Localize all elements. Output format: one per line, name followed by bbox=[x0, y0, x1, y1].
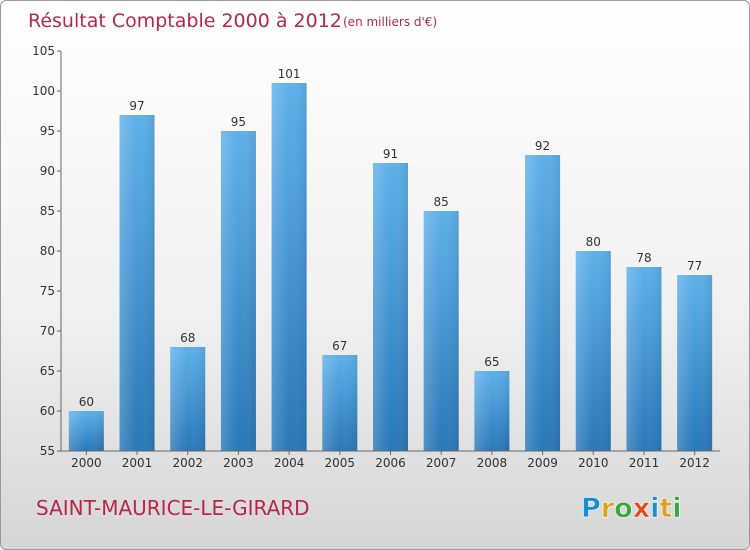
x-tick-label: 2008 bbox=[477, 456, 508, 470]
bar-shine bbox=[677, 275, 713, 451]
value-label: 65 bbox=[484, 355, 499, 369]
x-tick-label: 2011 bbox=[629, 456, 660, 470]
proxiti-logo: Proxiti bbox=[581, 493, 682, 524]
x-tick-label: 2012 bbox=[679, 456, 710, 470]
value-label: 91 bbox=[383, 147, 398, 161]
logo-letter: i bbox=[672, 493, 681, 524]
logo-letter: i bbox=[650, 493, 659, 524]
chart-title: Résultat Comptable 2000 à 2012 bbox=[28, 10, 342, 32]
x-tick-label: 2003 bbox=[223, 456, 254, 470]
bar-shine bbox=[271, 83, 307, 451]
value-label: 60 bbox=[79, 395, 94, 409]
y-tick-label: 75 bbox=[40, 284, 55, 298]
value-label: 67 bbox=[332, 339, 347, 353]
x-tick-label: 2000 bbox=[71, 456, 102, 470]
value-label: 78 bbox=[636, 251, 651, 265]
value-label: 97 bbox=[129, 99, 144, 113]
logo-letter: r bbox=[601, 493, 615, 524]
logo-letter: t bbox=[659, 493, 672, 524]
value-label: 101 bbox=[278, 67, 301, 81]
logo-letter: o bbox=[614, 493, 633, 524]
y-tick-label: 60 bbox=[40, 404, 55, 418]
x-tick-label: 2010 bbox=[578, 456, 609, 470]
y-tick-label: 65 bbox=[40, 364, 55, 378]
value-label: 85 bbox=[434, 195, 449, 209]
bar-shine bbox=[322, 355, 358, 451]
x-tick-label: 2007 bbox=[426, 456, 457, 470]
bar-shine bbox=[119, 115, 155, 451]
value-label: 68 bbox=[180, 331, 195, 345]
y-tick-label: 70 bbox=[40, 324, 55, 338]
bar-shine bbox=[68, 411, 104, 451]
chart-subtitle: (en milliers d'€) bbox=[343, 15, 437, 29]
x-tick-label: 2002 bbox=[172, 456, 203, 470]
value-label: 80 bbox=[586, 235, 601, 249]
bar-shine bbox=[423, 211, 459, 451]
bars: 60 97 68 95 101 67 91 85 65 92 80 78 77 bbox=[68, 67, 713, 451]
location-name: SAINT-MAURICE-LE-GIRARD bbox=[36, 496, 310, 520]
value-label: 95 bbox=[231, 115, 246, 129]
y-tick-label: 90 bbox=[40, 164, 55, 178]
value-label: 77 bbox=[687, 259, 702, 273]
y-axis: 55 60 65 70 75 80 85 90 95 100 105 bbox=[32, 44, 62, 458]
y-tick-label: 55 bbox=[40, 444, 55, 458]
bar-shine bbox=[575, 251, 611, 451]
y-tick-label: 100 bbox=[32, 84, 55, 98]
bar-shine bbox=[474, 371, 510, 451]
bar-shine bbox=[220, 131, 256, 451]
x-axis: 2000 2001 2002 2003 2004 2005 2006 2007 2008 2009… bbox=[61, 450, 720, 470]
y-tick-label: 95 bbox=[40, 124, 55, 138]
bar-shine bbox=[626, 267, 662, 451]
bar-shine bbox=[525, 155, 561, 451]
value-label: 92 bbox=[535, 139, 550, 153]
bar-shine bbox=[170, 347, 206, 451]
logo-letter: P bbox=[581, 493, 601, 524]
logo-letter: x bbox=[633, 493, 650, 524]
x-tick-label: 2001 bbox=[122, 456, 153, 470]
x-tick-label: 2005 bbox=[325, 456, 356, 470]
y-tick-label: 80 bbox=[40, 244, 55, 258]
x-tick-label: 2004 bbox=[274, 456, 305, 470]
x-tick-label: 2006 bbox=[375, 456, 406, 470]
y-tick-label: 105 bbox=[32, 44, 55, 58]
bar-shine bbox=[373, 163, 408, 451]
y-tick-label: 85 bbox=[40, 204, 55, 218]
x-tick-label: 2009 bbox=[527, 456, 558, 470]
